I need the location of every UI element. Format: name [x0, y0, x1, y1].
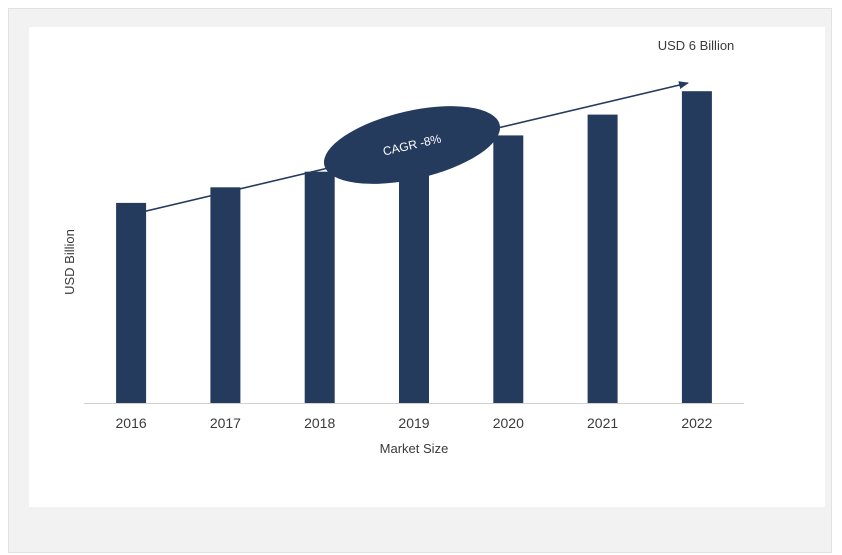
- x-tick-2019: 2019: [398, 415, 429, 431]
- x-tick-2017: 2017: [210, 415, 241, 431]
- x-tick-2018: 2018: [304, 415, 335, 431]
- bar-2022: [681, 91, 712, 403]
- x-axis-title: Market Size: [380, 441, 449, 456]
- bar-2021: [587, 114, 618, 403]
- x-tick-2016: 2016: [116, 415, 147, 431]
- y-axis-title: USD Billion: [62, 229, 77, 295]
- end-value-label: USD 6 Billion: [658, 38, 735, 53]
- bar-2017: [210, 187, 241, 403]
- cagr-ellipse: [323, 106, 501, 184]
- x-tick-2022: 2022: [681, 415, 712, 431]
- x-tick-labels: 2016 2017 2018 2019 2020 2021 2022: [116, 415, 713, 431]
- bar-2016: [116, 202, 147, 403]
- bar-2019: [399, 156, 429, 403]
- cagr-badge: CAGR -8%: [323, 106, 501, 184]
- bar-2020: [493, 135, 524, 403]
- bar-2018: [304, 171, 335, 403]
- bar-series: [116, 91, 712, 403]
- x-tick-2021: 2021: [587, 415, 618, 431]
- x-tick-2020: 2020: [493, 415, 524, 431]
